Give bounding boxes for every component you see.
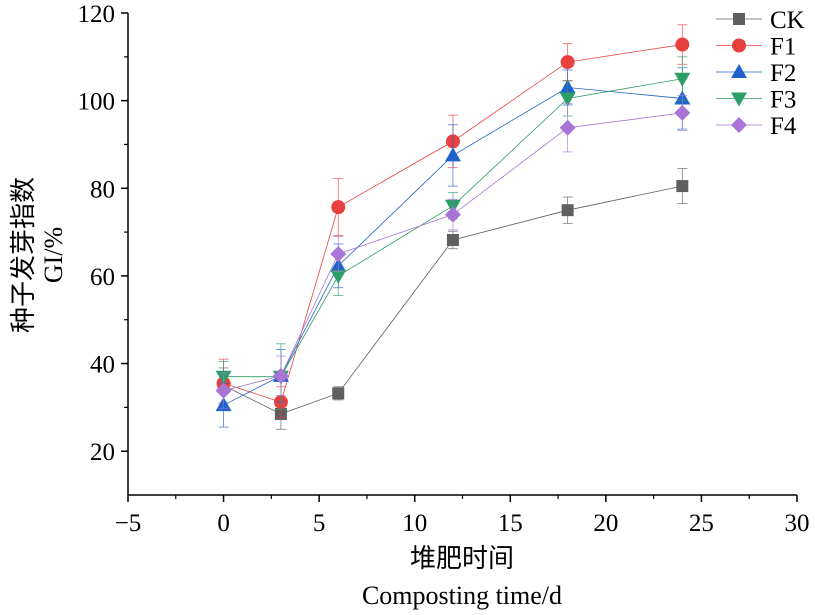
series-line <box>223 185 683 415</box>
series-layer <box>215 24 691 430</box>
data-point <box>675 37 690 52</box>
x-tick-label: 30 <box>785 510 810 537</box>
axes <box>127 13 797 496</box>
series-line <box>223 44 683 403</box>
x-tick-label: 0 <box>217 510 230 537</box>
x-tick-label: 20 <box>593 510 618 537</box>
series-line <box>223 87 683 406</box>
x-axis-title-en: Composting time/d <box>362 581 562 610</box>
y-tick-label: 80 <box>90 176 115 203</box>
series-line <box>223 112 683 392</box>
data-point <box>444 147 461 162</box>
data-point <box>559 119 576 136</box>
x-tick-label: 10 <box>402 510 427 537</box>
x-axis-title-cn: 堆肥时间 <box>410 544 514 573</box>
data-point <box>330 269 347 284</box>
tick-layer: −5 0 5 10 15 20 25 30 20 40 60 80 100 120 <box>78 1 810 537</box>
legend-item-f2: F2 <box>716 60 796 87</box>
y-tick-label: 20 <box>90 439 115 466</box>
legend-label: CK <box>770 7 805 34</box>
data-point <box>676 180 689 193</box>
x-tick-label: 25 <box>689 510 714 537</box>
legend-marker <box>733 13 745 25</box>
legend-item-f1: F1 <box>716 34 796 61</box>
legend-marker <box>731 64 747 78</box>
legend-marker <box>731 117 747 133</box>
y-tick-label: 60 <box>90 264 115 291</box>
data-point <box>444 206 461 223</box>
series-ck <box>217 168 689 430</box>
series-f4 <box>215 94 691 409</box>
data-point <box>215 382 232 399</box>
legend-label: F2 <box>770 60 796 87</box>
legend-label: F1 <box>770 34 796 61</box>
data-point <box>674 72 691 87</box>
data-point <box>446 233 459 246</box>
data-point <box>559 92 576 107</box>
legend-label: F4 <box>770 113 797 140</box>
legend-item-ck: CK <box>716 7 805 34</box>
legend-label: F3 <box>770 87 796 114</box>
legend-marker <box>732 38 746 53</box>
data-point <box>330 246 347 262</box>
x-tick-label: −5 <box>115 510 142 537</box>
y-axis-title-en: GI/% <box>39 227 68 283</box>
y-tick-label: 100 <box>78 89 116 116</box>
legend-marker <box>731 92 747 107</box>
data-point <box>560 55 575 70</box>
data-point <box>674 104 691 121</box>
data-point <box>272 367 289 384</box>
legend-item-f3: F3 <box>716 87 796 114</box>
x-tick-label: 15 <box>498 510 523 537</box>
data-point <box>331 200 346 215</box>
x-tick-label: 5 <box>313 510 326 537</box>
data-point <box>332 387 345 400</box>
y-tick-label: 120 <box>78 1 116 28</box>
y-tick-label: 40 <box>90 352 115 379</box>
y-axis-title-cn: 种子发芽指数 <box>9 177 38 333</box>
data-point <box>561 204 574 217</box>
series-line <box>223 78 683 378</box>
legend-item-f4: F4 <box>716 113 797 140</box>
